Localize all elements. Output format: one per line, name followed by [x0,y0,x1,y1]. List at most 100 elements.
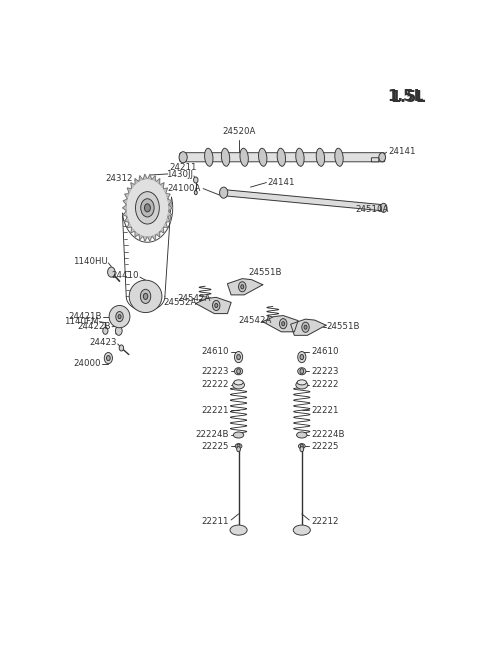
Polygon shape [263,315,298,332]
Circle shape [118,315,121,319]
Ellipse shape [129,280,162,313]
Text: 24542A: 24542A [238,316,271,325]
Text: 24520A: 24520A [222,127,255,136]
Ellipse shape [233,381,244,389]
Ellipse shape [277,148,286,166]
Polygon shape [127,188,131,193]
Polygon shape [167,194,170,198]
Circle shape [144,293,148,300]
Polygon shape [139,175,143,181]
Circle shape [115,327,122,335]
Text: 24610: 24610 [311,347,338,356]
Ellipse shape [259,148,267,166]
Polygon shape [123,199,127,204]
Ellipse shape [240,148,248,166]
Polygon shape [144,174,147,179]
Circle shape [103,327,108,334]
Circle shape [135,192,159,224]
Ellipse shape [296,381,308,389]
Polygon shape [148,174,152,179]
Text: 22211: 22211 [202,517,229,526]
Polygon shape [160,228,164,233]
Polygon shape [135,232,138,237]
Text: 24421B: 24421B [69,312,102,321]
Polygon shape [122,206,126,210]
Ellipse shape [299,443,305,449]
Text: 22223: 22223 [202,367,229,376]
Circle shape [300,444,303,448]
Text: 24000: 24000 [73,359,101,368]
Text: 22222: 22222 [311,380,338,390]
Text: 24211: 24211 [169,163,196,172]
Ellipse shape [233,432,244,438]
Circle shape [116,311,123,322]
Text: 24552A: 24552A [164,298,197,307]
Circle shape [279,319,287,328]
Text: 1140FM: 1140FM [64,317,99,326]
Text: 1140HU: 1140HU [73,258,108,267]
Text: 24542A: 24542A [177,294,211,304]
Circle shape [300,369,304,374]
Circle shape [234,351,243,363]
Polygon shape [148,237,152,242]
Polygon shape [144,237,147,242]
Circle shape [241,284,244,289]
Circle shape [300,447,304,451]
Ellipse shape [204,148,213,166]
Polygon shape [160,183,164,188]
Ellipse shape [235,443,242,449]
Ellipse shape [296,148,304,166]
Polygon shape [152,175,156,181]
Polygon shape [290,319,326,335]
Polygon shape [123,212,127,216]
Text: 24141: 24141 [267,178,295,187]
Ellipse shape [298,368,306,374]
Polygon shape [125,194,129,198]
Text: 24610: 24610 [202,347,229,356]
Polygon shape [125,217,129,222]
Circle shape [219,187,228,198]
Polygon shape [131,183,134,188]
Text: 22225: 22225 [202,442,229,451]
Circle shape [179,152,187,163]
Text: 24141: 24141 [388,147,416,156]
Polygon shape [228,279,263,295]
Ellipse shape [297,380,306,385]
Circle shape [107,355,110,361]
Text: 22221: 22221 [311,406,338,415]
Polygon shape [131,228,134,233]
Circle shape [282,322,285,326]
Circle shape [108,267,115,277]
Circle shape [194,191,197,194]
Circle shape [237,447,240,451]
Circle shape [302,322,309,332]
Circle shape [193,177,198,183]
Text: 1.5L: 1.5L [390,90,426,105]
Circle shape [215,304,218,307]
Circle shape [237,355,240,359]
Circle shape [379,152,385,162]
Text: 1430JJ: 1430JJ [166,170,193,179]
Text: 24100A: 24100A [167,184,201,193]
Ellipse shape [230,525,247,535]
Text: 22224B: 22224B [311,430,345,440]
Circle shape [104,353,112,364]
Circle shape [237,369,240,374]
Ellipse shape [297,432,307,438]
Circle shape [239,282,246,292]
Ellipse shape [234,368,243,374]
Text: 22212: 22212 [311,517,338,526]
Circle shape [298,351,306,363]
Polygon shape [135,179,138,184]
Text: 24312: 24312 [105,174,132,183]
Text: 24423: 24423 [89,338,117,348]
Text: 22224B: 22224B [196,430,229,440]
Polygon shape [127,223,131,228]
Polygon shape [139,235,143,240]
Polygon shape [164,223,168,228]
Ellipse shape [335,148,343,166]
Circle shape [304,325,307,329]
Text: 24510A: 24510A [355,205,389,214]
Polygon shape [167,217,170,222]
Text: 22221: 22221 [202,406,229,415]
